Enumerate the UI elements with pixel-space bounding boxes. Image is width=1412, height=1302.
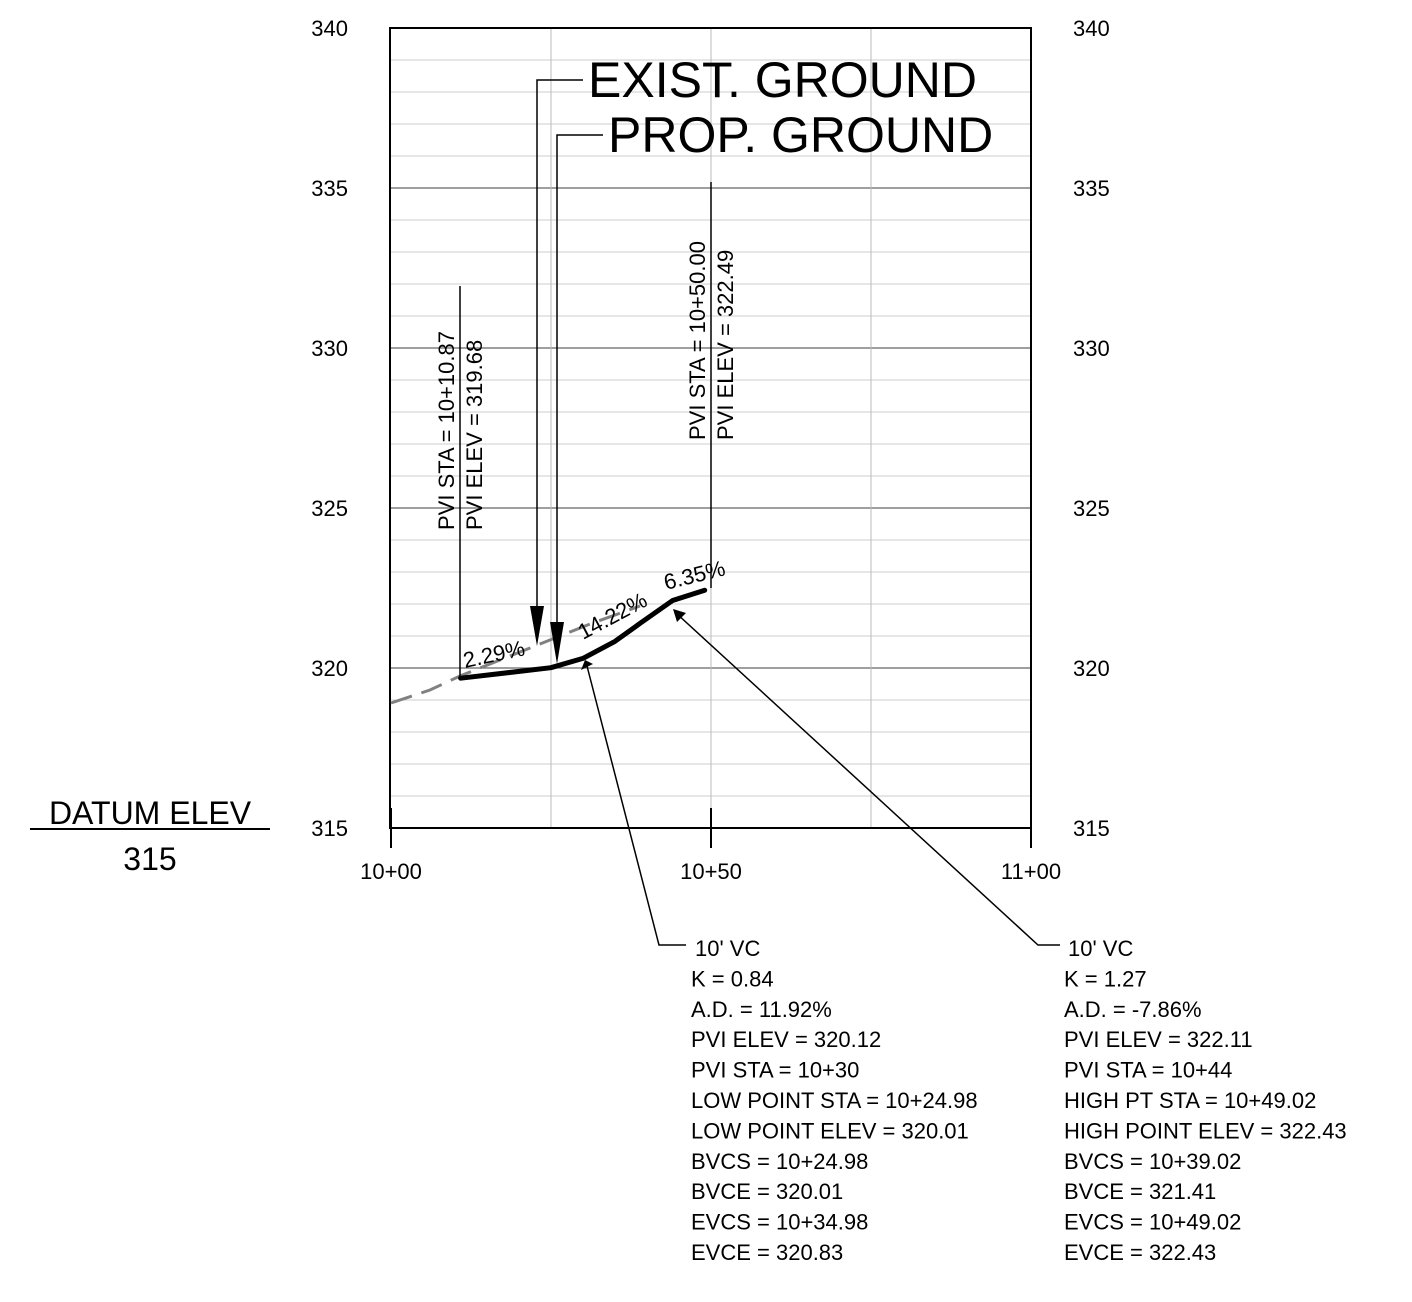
- prop-ground-arrowhead: [550, 622, 564, 664]
- vc-left-leader: [586, 665, 686, 946]
- vc-right-info: 10' VC K = 1.27 A.D. = -7.86% PVI ELEV = 32…: [1064, 936, 1347, 1265]
- datum-value: 315: [123, 841, 176, 877]
- pvi-right-sta-label: PVI STA = 10+50.00: [685, 241, 710, 440]
- elev-label: 330: [311, 336, 348, 361]
- existing-ground-line: [390, 604, 641, 705]
- prop-ground-leader: [556, 134, 603, 630]
- elev-label: 315: [311, 816, 348, 841]
- vc-info-line: LOW POINT STA = 10+24.98: [691, 1088, 978, 1113]
- exist-ground-label: EXIST. GROUND: [588, 52, 977, 108]
- elev-label: 330: [1073, 336, 1110, 361]
- vc-info-line: K = 1.27: [1064, 966, 1147, 991]
- vc-info-line: A.D. = -7.86%: [1064, 997, 1202, 1022]
- vc-info-line: 10' VC: [1068, 936, 1133, 961]
- vc-info-line: HIGH POINT ELEV = 322.43: [1064, 1118, 1347, 1143]
- exist-ground-leader: [536, 79, 583, 612]
- vc-info-line: EVCE = 322.43: [1064, 1240, 1216, 1265]
- vc-info-line: 10' VC: [695, 936, 760, 961]
- vc-info-line: K = 0.84: [691, 966, 774, 991]
- vc-info-line: PVI STA = 10+44: [1064, 1058, 1232, 1083]
- pvi-right-elev-label: PVI ELEV = 322.49: [713, 250, 738, 440]
- elev-label: 335: [311, 176, 348, 201]
- elev-label: 340: [1073, 16, 1110, 41]
- station-ticks: [390, 808, 1032, 848]
- elev-labels-right: 315 320 325 330 335 340: [1073, 16, 1110, 841]
- elev-label: 320: [311, 656, 348, 681]
- elev-label: 320: [1073, 656, 1110, 681]
- vc-left-arrowhead: [581, 660, 593, 670]
- pvi-left-sta-label: PVI STA = 10+10.87: [434, 331, 459, 530]
- vc-info-line: EVCS = 10+49.02: [1064, 1210, 1241, 1235]
- station-label-11-00: 11+00: [1001, 859, 1061, 884]
- elev-label: 325: [311, 496, 348, 521]
- elev-label: 315: [1073, 816, 1110, 841]
- elev-label: 340: [311, 16, 348, 41]
- elev-label: 325: [1073, 496, 1110, 521]
- exist-ground-arrowhead: [530, 606, 544, 646]
- vc-info-line: A.D. = 11.92%: [691, 997, 832, 1022]
- vc-info-line: LOW POINT ELEV = 320.01: [691, 1118, 969, 1143]
- elev-label: 335: [1073, 176, 1110, 201]
- grade-label-1: 2.29%: [461, 635, 527, 672]
- vc-info-line: HIGH PT STA = 10+49.02: [1064, 1088, 1316, 1113]
- vc-right-leader: [675, 612, 1060, 946]
- vc-info-line: BVCE = 320.01: [691, 1179, 843, 1204]
- vc-info-line: PVI ELEV = 322.11: [1064, 1027, 1253, 1052]
- vc-info-line: EVCE = 320.83: [691, 1240, 843, 1265]
- station-label-10-50: 10+50: [680, 859, 742, 884]
- elev-labels-left: 315 320 325 330 335 340: [311, 16, 348, 841]
- vc-right-arrowhead: [673, 609, 686, 622]
- station-label-10-00: 10+00: [360, 859, 422, 884]
- pvi-left-elev-label: PVI ELEV = 319.68: [462, 340, 487, 530]
- vc-info-line: BVCS = 10+39.02: [1064, 1149, 1241, 1174]
- vc-info-line: BVCS = 10+24.98: [691, 1149, 868, 1174]
- proposed-ground-line: [458, 587, 708, 681]
- vc-left-info: 10' VC K = 0.84 A.D. = 11.92% PVI ELEV = 32…: [691, 936, 978, 1265]
- vc-info-line: PVI STA = 10+30: [691, 1058, 859, 1083]
- grade-label-3: 6.35%: [661, 556, 728, 595]
- vc-info-line: BVCE = 321.41: [1064, 1179, 1216, 1204]
- datum-label: DATUM ELEV: [49, 795, 252, 831]
- vc-info-line: PVI ELEV = 320.12: [691, 1027, 881, 1052]
- prop-ground-label: PROP. GROUND: [608, 107, 993, 163]
- vc-info-line: EVCS = 10+34.98: [691, 1210, 868, 1235]
